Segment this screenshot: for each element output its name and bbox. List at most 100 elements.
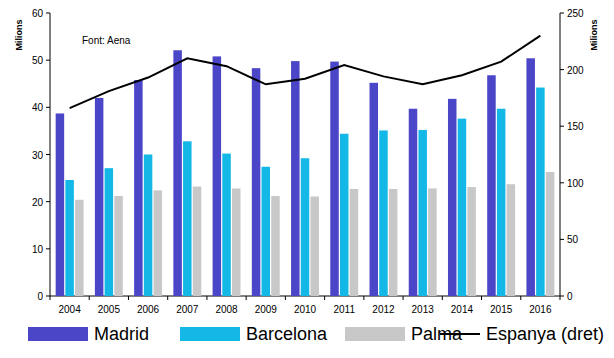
x-tick	[285, 296, 286, 300]
bar	[56, 113, 65, 296]
x-tick-label: 2015	[490, 304, 513, 315]
bar	[222, 154, 231, 296]
annotation: Font: Aena	[82, 35, 131, 46]
chart-container: 0 10 20 30 40 50 60 0 50 100 150 200 250 2004 2005 2006…	[0, 0, 614, 358]
x-tick-label: 2016	[529, 304, 552, 315]
bar	[458, 119, 467, 296]
legend: MadridBarcelonaPalmaEspanya (dret)	[28, 324, 604, 344]
y2-tick-label: 250	[567, 8, 584, 19]
x-tick-label: 2008	[215, 304, 238, 315]
bar	[487, 75, 496, 296]
bar	[232, 188, 241, 296]
y-tick-label: 30	[32, 150, 44, 161]
x-tick-label: 2006	[137, 304, 160, 315]
y-tick-label: 20	[32, 197, 44, 208]
x-tick	[50, 296, 51, 300]
y-tick-label: 10	[32, 244, 44, 255]
bar	[134, 80, 143, 296]
bar	[262, 167, 271, 296]
y2-tick	[560, 239, 564, 240]
legend-label: Madrid	[94, 324, 149, 344]
x-tick	[442, 296, 443, 300]
bar	[379, 130, 388, 296]
legend-swatch	[180, 327, 240, 341]
bar	[409, 109, 418, 296]
x-tick	[167, 296, 168, 300]
y2-axis	[560, 13, 561, 296]
bar	[75, 200, 84, 296]
bar	[271, 196, 280, 296]
legend-label: Espanya (dret)	[486, 324, 604, 344]
bar	[213, 56, 222, 296]
x-tick	[324, 296, 325, 300]
bar	[467, 187, 476, 296]
x-tick	[481, 296, 482, 300]
bar	[310, 196, 319, 296]
bar	[536, 88, 545, 296]
x-tick-label: 2010	[294, 304, 317, 315]
x-tick-label: 2011	[333, 304, 355, 315]
bar	[448, 99, 457, 296]
bar	[497, 109, 506, 296]
y-tick-label: 40	[32, 102, 44, 113]
bar	[291, 61, 300, 296]
y-tick	[46, 154, 50, 155]
bar	[144, 155, 153, 297]
x-tick	[520, 296, 521, 300]
x-tick-label: 2012	[372, 304, 395, 315]
bar	[154, 190, 163, 296]
legend-swatch	[28, 327, 88, 341]
bar	[340, 134, 349, 296]
legend-swatch	[440, 333, 480, 335]
bar	[526, 58, 535, 296]
plot-marks	[56, 36, 555, 296]
x-tick	[363, 296, 364, 300]
y2-tick	[560, 182, 564, 183]
bar	[183, 141, 192, 296]
y2-tick	[560, 296, 564, 297]
y-tick	[46, 107, 50, 108]
x-tick	[246, 296, 247, 300]
x-tick-label: 2013	[412, 304, 435, 315]
x-tick	[560, 296, 561, 300]
y-tick-label: 60	[32, 8, 44, 19]
x-tick-label: 2009	[255, 304, 278, 315]
bar	[65, 180, 74, 296]
bar	[546, 172, 555, 296]
y-tick	[46, 60, 50, 61]
bar	[428, 188, 437, 296]
y2-tick	[560, 13, 564, 14]
y-tick	[46, 248, 50, 249]
y2-tick-label: 100	[567, 178, 584, 189]
bar	[114, 196, 123, 296]
y2-tick	[560, 126, 564, 127]
bar	[105, 168, 114, 296]
y2-tick-label: 50	[567, 234, 579, 245]
y2-axis-label: Milions	[589, 20, 599, 51]
bar	[418, 130, 427, 296]
y-axis-label: Milions	[14, 20, 24, 51]
bar	[193, 187, 202, 296]
bar	[95, 98, 104, 296]
bar	[252, 68, 260, 296]
x-tick-label: 2007	[176, 304, 199, 315]
bar	[301, 158, 310, 296]
x-tick-label: 2005	[98, 304, 121, 315]
y-tick-label: 0	[37, 291, 43, 302]
y2-tick	[560, 69, 564, 70]
bar	[507, 184, 516, 296]
legend-swatch	[345, 327, 405, 341]
y2-tick-label: 200	[567, 65, 584, 76]
bar	[370, 83, 379, 296]
x-tick-label: 2004	[58, 304, 81, 315]
y-tick	[46, 13, 50, 14]
x-tick-label: 2014	[451, 304, 474, 315]
y2-tick-label: 150	[567, 121, 584, 132]
y-tick	[46, 296, 50, 297]
x-tick	[89, 296, 90, 300]
bar	[389, 189, 398, 296]
y-tick-label: 50	[32, 55, 44, 66]
y2-tick-label: 0	[567, 291, 573, 302]
x-tick	[403, 296, 404, 300]
bar	[173, 50, 182, 296]
